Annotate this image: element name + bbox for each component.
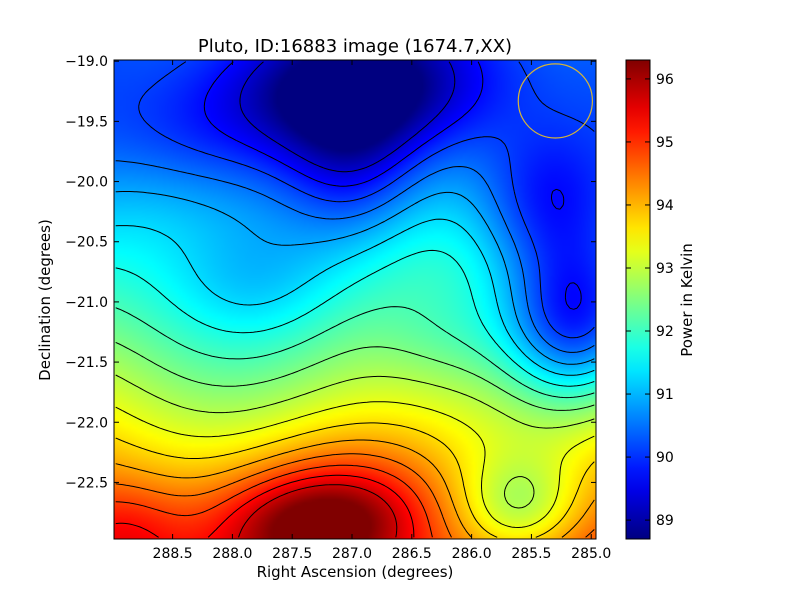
heatmap-image — [114, 60, 596, 539]
contour-line — [115, 249, 595, 387]
chart-title: Pluto, ID:16883 image (1674.7,XX) — [198, 36, 512, 57]
colorbar-tick-label: 95 — [656, 135, 674, 151]
x-tick-label: 287.0 — [332, 546, 372, 562]
colorbar: 89 90 91 92 93 94 95 96 — [625, 59, 674, 540]
x-tick-label: 286.0 — [452, 546, 492, 562]
x-axis-label: Right Ascension (degrees) — [257, 563, 454, 581]
marker-circle — [517, 63, 594, 139]
y-tick-label: −21.0 — [65, 295, 108, 311]
colorbar-tick-label: 93 — [656, 261, 674, 277]
colorbar-frame — [625, 59, 651, 540]
plot-area: 288.5 288.0 287.5 287.0 286.5 286.0 285.5 285.0… — [65, 54, 611, 562]
x-axis-ticks: 288.5 288.0 287.5 287.0 286.5 286.0 285.5 285.0 — [153, 60, 611, 562]
contour-line — [115, 474, 415, 538]
colorbar-ticks: 89 90 91 92 93 94 95 96 — [626, 72, 674, 529]
colorbar-tick-label: 92 — [656, 324, 674, 340]
colorbar-tick-label: 96 — [656, 72, 674, 88]
contour-line — [115, 160, 595, 353]
contour-line — [115, 218, 595, 376]
y-tick-label: −21.5 — [65, 355, 108, 371]
contour-lines — [115, 61, 595, 538]
y-tick-label: −22.0 — [65, 415, 108, 431]
contour-line — [115, 464, 433, 538]
y-tick-label: −20.5 — [65, 235, 108, 251]
contour-line — [239, 61, 456, 173]
x-tick-label: 287.5 — [272, 546, 312, 562]
contour-line — [115, 453, 595, 538]
colorbar-tick-label: 90 — [656, 450, 674, 466]
colorbar-tick-label: 94 — [656, 198, 674, 214]
contour-line — [115, 422, 595, 538]
colorbar-tick-label: 91 — [656, 387, 674, 403]
y-tick-label: −19.0 — [65, 54, 108, 70]
x-tick-label: 288.5 — [153, 546, 193, 562]
contour-line — [115, 341, 595, 411]
y-tick-label: −19.5 — [65, 114, 108, 130]
x-tick-label: 286.5 — [392, 546, 432, 562]
y-tick-label: −22.5 — [65, 475, 108, 491]
contour-line — [238, 484, 398, 538]
x-tick-label: 285.0 — [571, 546, 611, 562]
plot-frame — [113, 59, 597, 540]
marker-layer — [517, 63, 594, 139]
x-tick-label: 288.0 — [212, 546, 252, 562]
contour-line — [203, 61, 582, 310]
contour-line — [115, 439, 595, 538]
colorbar-label: Power in Kelvin — [678, 243, 696, 357]
colorbar-tick-label: 89 — [656, 513, 674, 529]
contour-line — [115, 374, 595, 509]
y-axis-label: Declination (degrees) — [36, 219, 54, 381]
contour-line — [115, 191, 595, 365]
contour-line — [138, 61, 595, 339]
contour-line — [115, 401, 595, 528]
colorbar-gradient — [626, 60, 650, 539]
y-axis-ticks: −19.0 −19.5 −20.0 −20.5 −21.0 −21.5 −22.0 −22.5 — [65, 54, 596, 491]
x-tick-label: 285.5 — [511, 546, 551, 562]
y-tick-label: −20.0 — [65, 175, 108, 191]
contour-line — [115, 306, 595, 399]
